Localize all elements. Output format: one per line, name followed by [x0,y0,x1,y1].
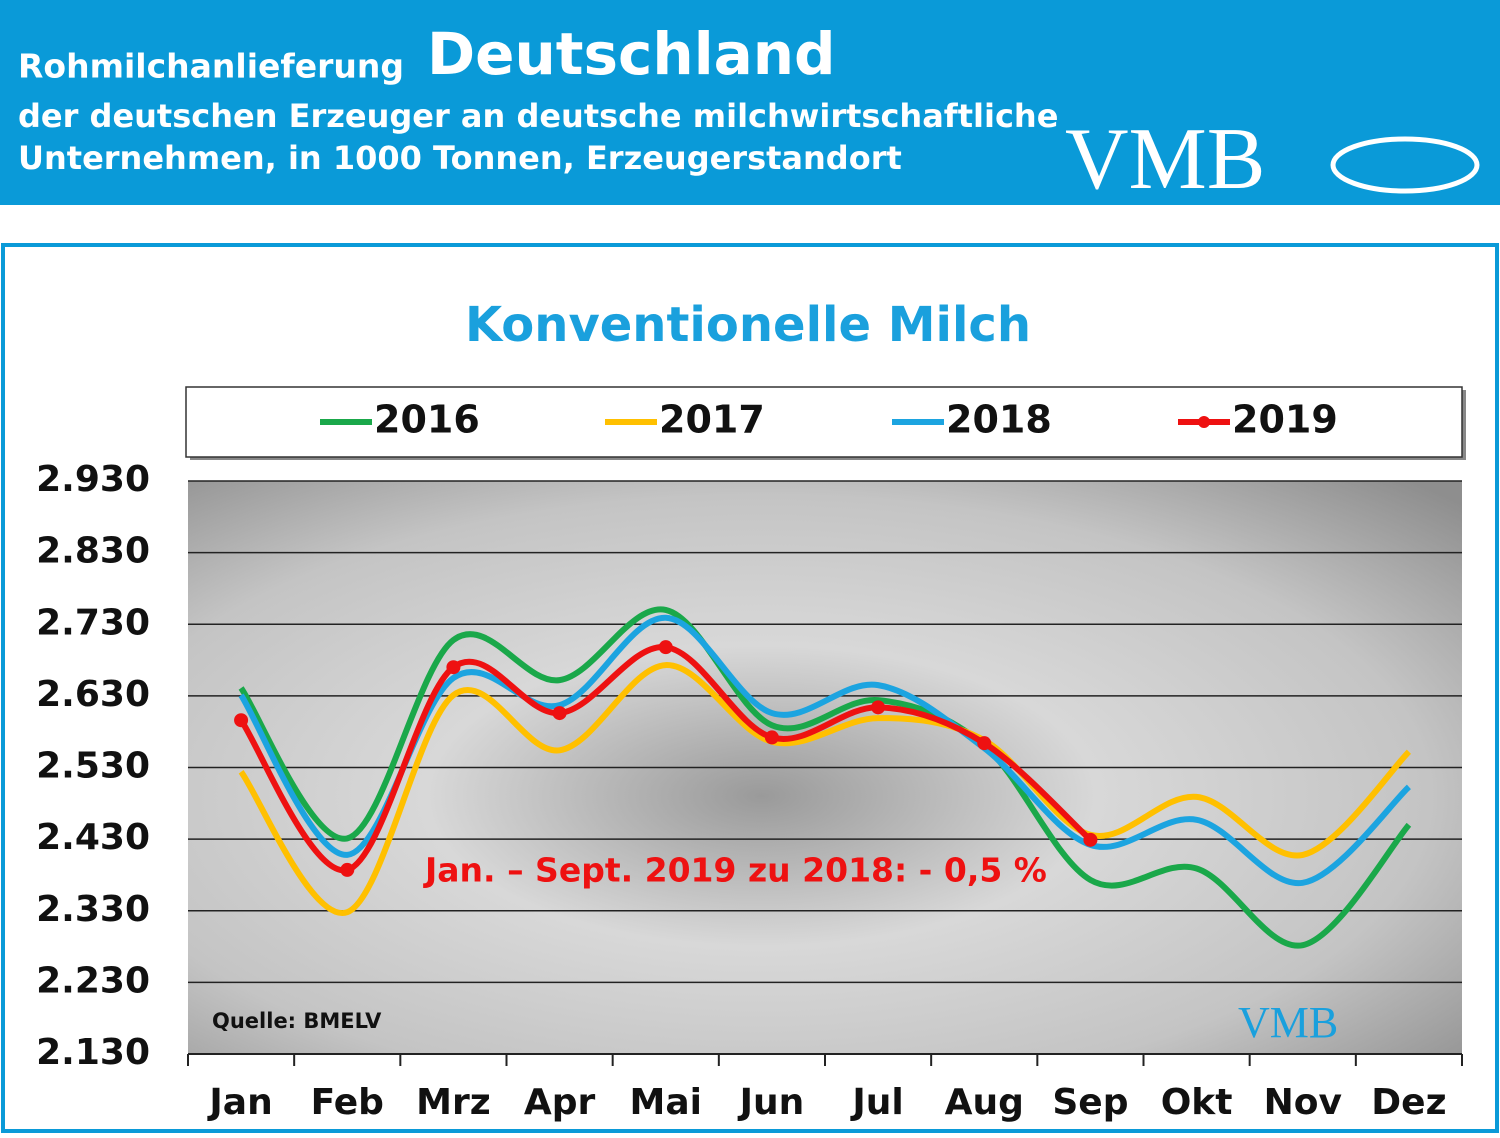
y-tick-label: 2.430 [36,817,150,858]
logo: VMB [1065,111,1266,208]
point [977,736,992,751]
x-tick-label: Apr [524,1082,596,1123]
x-tick-label: Jul [849,1082,903,1123]
point [658,640,673,655]
legend-label: 2016 [374,398,480,442]
legend-label: 2019 [1232,398,1338,442]
chart-title: Konventionelle Milch [465,297,1031,353]
x-tick-label: Sep [1052,1082,1128,1123]
header-band [0,0,1500,205]
x-tick-label: Dez [1371,1082,1446,1123]
point [552,706,567,721]
x-tick-label: Feb [311,1082,384,1123]
point [1083,832,1098,847]
point [446,660,461,675]
y-tick-label: 2.130 [36,1032,150,1073]
header-sub1: der deutschen Erzeuger an deutsche milch… [18,97,1058,135]
header-prefix: Rohmilchanlieferung [18,47,404,86]
y-tick-label: 2.730 [36,602,150,643]
series-line [238,644,1093,873]
point [871,700,886,715]
header-sub2: Unternehmen, in 1000 Tonnen, Erzeugersta… [18,139,902,177]
x-tick-label: Jan [206,1082,272,1123]
x-tick-label: Mai [630,1082,702,1123]
y-tick-label: 2.230 [36,960,150,1001]
y-tick-label: 2.530 [36,746,150,787]
x-tick-label: Okt [1161,1082,1233,1123]
legend-marker [1198,416,1210,428]
legend-box [185,386,1463,458]
y-tick-label: 2.930 [36,459,150,500]
legend-label: 2017 [659,398,765,442]
point [764,730,779,745]
x-tick-label: Jun [737,1082,805,1123]
x-tick-label: Aug [945,1082,1024,1123]
annotation: Jan. – Sept. 2019 zu 2018: - 0,5 % [423,851,1047,890]
legend-label: 2018 [946,398,1052,442]
plot-logo: VMB [1238,998,1338,1047]
y-tick-label: 2.630 [36,674,150,715]
source: Quelle: BMELV [212,1009,382,1033]
header-title: Deutschland [427,20,836,88]
point [340,862,355,877]
series-line [238,606,1412,949]
x-tick-label: Mrz [416,1082,491,1123]
logo-swirl [1330,136,1480,194]
x-tick-label: Nov [1264,1082,1342,1123]
y-tick-label: 2.830 [36,531,150,572]
point [234,713,249,728]
y-tick-label: 2.330 [36,889,150,930]
